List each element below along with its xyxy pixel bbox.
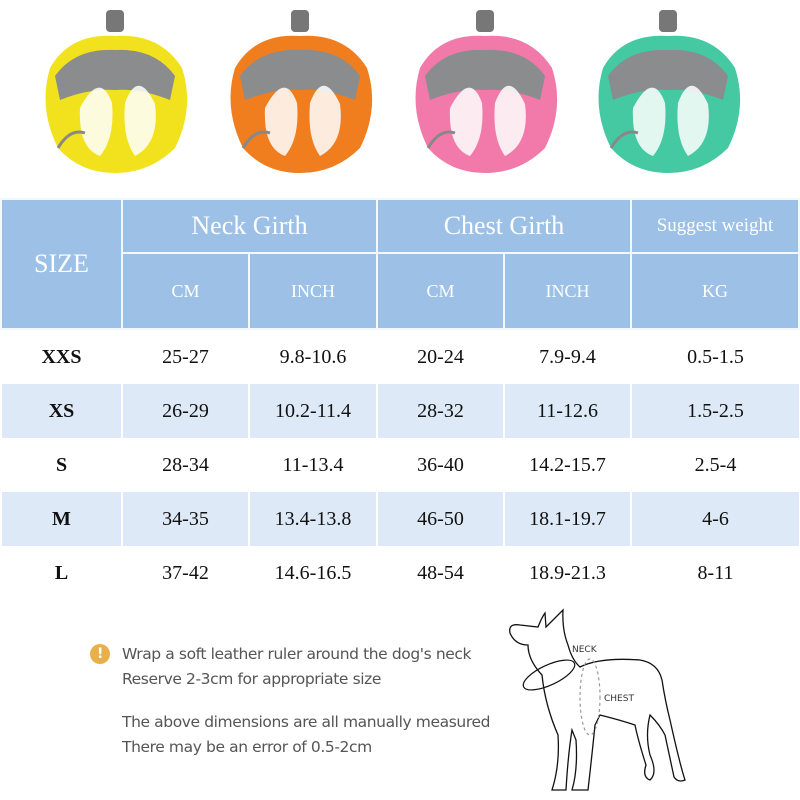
measurement-notes: ! Wrap a soft leather ruler around the d… bbox=[90, 642, 491, 778]
value-cell: 0.5-1.5 bbox=[630, 329, 799, 384]
value-cell: 28-34 bbox=[121, 438, 249, 492]
value-cell: 46-50 bbox=[376, 492, 504, 546]
value-cell: 4-6 bbox=[630, 492, 799, 546]
table-row: XXS 25-27 9.8-10.6 20-24 7.9-9.4 0.5-1.5 bbox=[0, 329, 799, 384]
value-cell: 18.1-19.7 bbox=[502, 492, 632, 546]
harness-mint bbox=[598, 10, 741, 174]
size-cell: XS bbox=[0, 384, 122, 438]
chest-label: CHEST bbox=[604, 694, 634, 704]
chest-measure-line bbox=[579, 658, 601, 736]
value-cell: 7.9-9.4 bbox=[502, 329, 632, 384]
harness-pink bbox=[415, 10, 558, 174]
unit-header: INCH bbox=[502, 252, 633, 330]
size-cell: XXS bbox=[0, 329, 122, 384]
note-line: The above dimensions are all manually me… bbox=[122, 713, 491, 731]
size-chart-table: SIZE Neck Girth Chest Girth Suggest weig… bbox=[0, 198, 800, 600]
dog-measurement-diagram: NECK CHEST bbox=[509, 608, 686, 791]
note-line: Wrap a soft leather ruler around the dog… bbox=[122, 645, 472, 663]
neck-girth-header: Neck Girth bbox=[121, 198, 378, 254]
table-row: XS 26-29 10.2-11.4 28-32 11-12.6 1.5-2.5 bbox=[0, 384, 799, 438]
harness-images bbox=[0, 0, 800, 190]
value-cell: 11-13.4 bbox=[248, 438, 377, 492]
note-line: Reserve 2-3cm for appropriate size bbox=[122, 670, 382, 688]
unit-header: CM bbox=[376, 252, 505, 330]
value-cell: 36-40 bbox=[376, 438, 504, 492]
note-line: There may be an error of 0.5-2cm bbox=[122, 738, 372, 756]
suggest-weight-header: Suggest weight bbox=[630, 198, 800, 254]
exclamation-icon: ! bbox=[90, 644, 110, 664]
value-cell: 28-32 bbox=[376, 384, 504, 438]
table-row: S 28-34 11-13.4 36-40 14.2-15.7 2.5-4 bbox=[0, 438, 799, 492]
size-cell: S bbox=[0, 438, 122, 492]
value-cell: 1.5-2.5 bbox=[630, 384, 799, 438]
value-cell: 34-35 bbox=[121, 492, 249, 546]
unit-header: CM bbox=[121, 252, 250, 330]
neck-measure-line bbox=[522, 659, 576, 691]
harness-yellow bbox=[45, 10, 188, 174]
value-cell: 14.2-15.7 bbox=[502, 438, 632, 492]
unit-header: INCH bbox=[248, 252, 378, 330]
value-cell: 25-27 bbox=[121, 329, 249, 384]
size-cell: M bbox=[0, 492, 122, 546]
size-cell: L bbox=[0, 546, 122, 600]
unit-header: KG bbox=[630, 252, 800, 330]
value-cell: 26-29 bbox=[121, 384, 249, 438]
value-cell: 9.8-10.6 bbox=[248, 329, 377, 384]
value-cell: 13.4-13.8 bbox=[248, 492, 377, 546]
value-cell: 2.5-4 bbox=[630, 438, 799, 492]
value-cell: 18.9-21.3 bbox=[502, 546, 632, 600]
chest-girth-header: Chest Girth bbox=[375, 198, 633, 254]
table-row: M 34-35 13.4-13.8 46-50 18.1-19.7 4-6 bbox=[0, 492, 799, 546]
dog-outline bbox=[509, 608, 686, 791]
neck-label: NECK bbox=[572, 645, 598, 655]
value-cell: 8-11 bbox=[630, 546, 799, 600]
harness-orange bbox=[230, 10, 373, 174]
value-cell: 20-24 bbox=[376, 329, 504, 384]
value-cell: 14.6-16.5 bbox=[248, 546, 377, 600]
value-cell: 37-42 bbox=[121, 546, 249, 600]
table-row: L 37-42 14.6-16.5 48-54 18.9-21.3 8-11 bbox=[0, 546, 799, 600]
size-header: SIZE bbox=[0, 198, 123, 330]
value-cell: 48-54 bbox=[376, 546, 504, 600]
value-cell: 11-12.6 bbox=[502, 384, 632, 438]
value-cell: 10.2-11.4 bbox=[248, 384, 377, 438]
